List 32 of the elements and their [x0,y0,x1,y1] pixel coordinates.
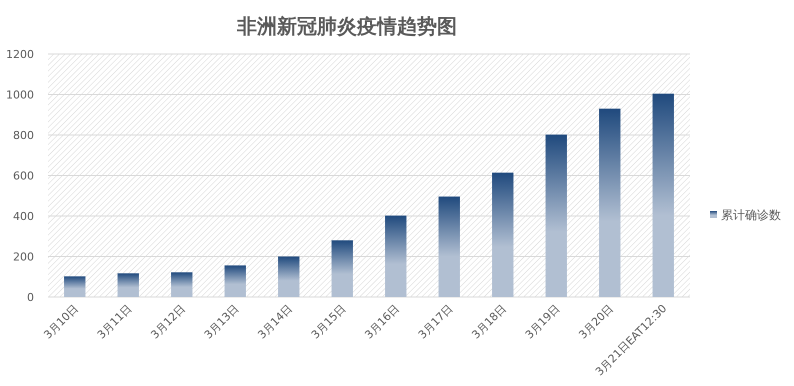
y-tick-label: 600 [13,170,34,182]
legend-label: 累计确诊数 [721,208,781,222]
chart-title: 非洲新冠肺炎疫情趋势图 [236,14,457,38]
x-tick-label: 3月20日 [576,302,616,342]
x-tick-label: 3月15日 [308,302,348,342]
bar [278,256,300,297]
x-tick-label: 3月19日 [522,302,562,342]
x-tick-label: 3月10日 [41,302,81,342]
bar [385,216,406,297]
x-tick-label: 3月18日 [469,302,509,342]
x-tick-label: 3月16日 [362,302,402,342]
y-tick-label: 0 [27,291,34,304]
y-tick-label: 400 [13,210,34,223]
y-tick-label: 1200 [6,48,34,61]
x-tick-label: 3月17日 [416,302,456,342]
bar [652,94,674,297]
bar [599,108,620,297]
bar [492,172,514,297]
bar [546,134,567,297]
x-tick-label: 3月14日 [255,302,295,342]
bar [438,196,460,297]
bar [224,265,246,297]
x-tick-label: 3月11日 [94,302,134,342]
bar [64,276,86,297]
bar [118,273,139,297]
y-tick-label: 800 [13,129,34,142]
x-tick-label: 3月12日 [148,302,188,342]
bar [332,240,353,297]
y-tick-label: 200 [13,250,34,264]
bar [171,272,192,297]
y-tick-label: 1000 [6,88,34,102]
x-tick-label: 3月13日 [202,302,242,342]
